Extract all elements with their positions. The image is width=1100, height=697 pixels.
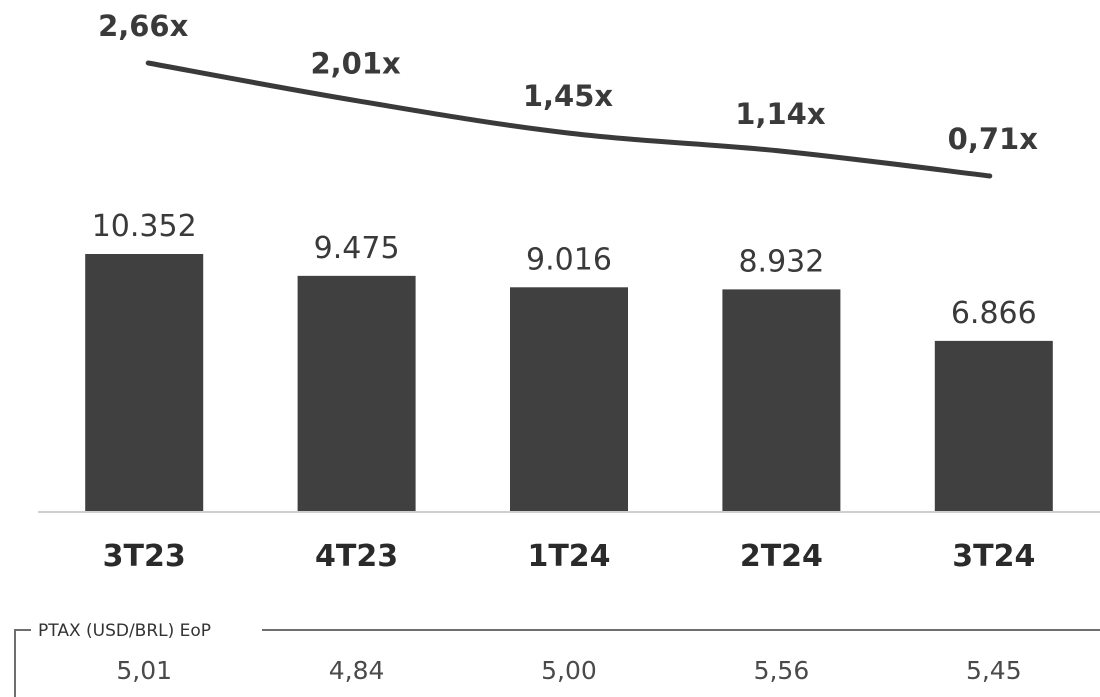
- category-label: 3T24: [952, 539, 1035, 574]
- bar-value-label: 9.016: [526, 242, 612, 277]
- ratio-label: 0,71x: [948, 122, 1039, 156]
- bar-3T24: [934, 340, 1053, 512]
- ptax-value: 5,01: [116, 656, 172, 685]
- ratio-label: 1,45x: [523, 79, 614, 113]
- bar-3T23: [85, 254, 204, 512]
- category-label: 3T23: [103, 539, 186, 574]
- ptax-values-group: 5,01 4,84 5,00 5,56 5,45: [116, 656, 1021, 685]
- bar-4T23: [297, 275, 416, 512]
- category-label: 4T23: [315, 539, 398, 574]
- ptax-title: PTAX (USD/BRL) EoP: [38, 621, 211, 641]
- ptax-value: 5,00: [541, 656, 597, 685]
- ratio-labels-group: 2,66x 2,01x 1,45x 1,14x 0,71x: [98, 9, 1038, 156]
- ratio-label: 2,66x: [98, 9, 189, 43]
- ptax-value: 4,84: [329, 656, 385, 685]
- bar-value-label: 9.475: [314, 231, 400, 266]
- ptax-value: 5,56: [754, 656, 810, 685]
- ratio-label: 2,01x: [310, 47, 401, 81]
- bar-2T24: [722, 289, 841, 512]
- bar-value-label: 10.352: [92, 209, 197, 244]
- bars-group: [85, 254, 1053, 512]
- bar-value-label: 8.932: [738, 244, 824, 279]
- category-labels-group: 3T23 4T23 1T24 2T24 3T24: [103, 539, 1036, 574]
- bar-1T24: [510, 287, 628, 512]
- bar-value-label: 6.866: [951, 296, 1037, 331]
- ratio-line: [145, 60, 993, 179]
- ratio-label: 1,14x: [735, 97, 826, 131]
- ptax-bracket: [14, 629, 1100, 697]
- ptax-value: 5,45: [966, 656, 1022, 685]
- bar-labels-group: 10.352 9.475 9.016 8.932 6.866: [92, 209, 1037, 331]
- category-label: 2T24: [740, 539, 823, 574]
- category-label: 1T24: [527, 539, 610, 574]
